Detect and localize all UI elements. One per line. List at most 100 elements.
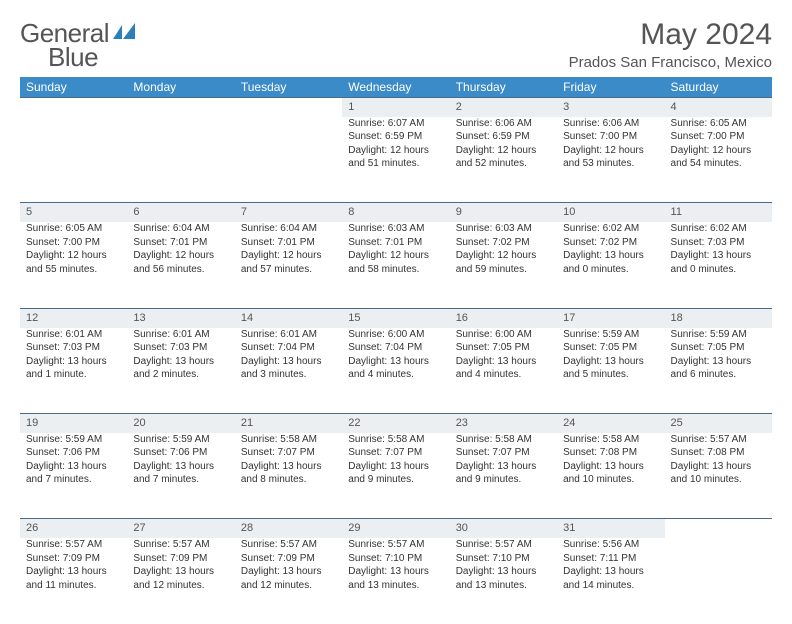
details-row: Sunrise: 6:01 AMSunset: 7:03 PMDaylight:… [20, 328, 772, 414]
daylight-text: and 0 minutes. [671, 263, 766, 277]
weekday-header: Wednesday [342, 77, 449, 98]
daylight-text: Daylight: 13 hours [563, 460, 658, 474]
sunset-text: Sunset: 7:09 PM [241, 552, 336, 566]
day-number-cell: 19 [20, 414, 127, 433]
empty-daynum-cell [235, 98, 342, 117]
sunrise-text: Sunrise: 6:06 AM [563, 117, 658, 131]
location-label: Prados San Francisco, Mexico [569, 54, 772, 71]
day-number-cell: 18 [665, 308, 772, 327]
day-number-cell: 27 [127, 519, 234, 538]
empty-daynum-cell [20, 98, 127, 117]
sunrise-text: Sunrise: 6:06 AM [456, 117, 551, 131]
daylight-text: Daylight: 13 hours [133, 460, 228, 474]
sunrise-text: Sunrise: 5:57 AM [26, 538, 121, 552]
day-number-cell: 22 [342, 414, 449, 433]
daylight-text: and 10 minutes. [563, 473, 658, 487]
daylight-text: and 5 minutes. [563, 368, 658, 382]
day-details-cell: Sunrise: 6:02 AMSunset: 7:03 PMDaylight:… [665, 222, 772, 308]
sunrise-text: Sunrise: 6:03 AM [348, 222, 443, 236]
daylight-text: Daylight: 12 hours [563, 144, 658, 158]
empty-daynum-cell [665, 519, 772, 538]
sunrise-text: Sunrise: 5:56 AM [563, 538, 658, 552]
weekday-header: Sunday [20, 77, 127, 98]
day-details-cell: Sunrise: 5:57 AMSunset: 7:10 PMDaylight:… [450, 538, 557, 624]
sunrise-text: Sunrise: 6:00 AM [348, 328, 443, 342]
day-number-cell: 29 [342, 519, 449, 538]
details-row: Sunrise: 6:07 AMSunset: 6:59 PMDaylight:… [20, 117, 772, 203]
sunrise-text: Sunrise: 5:57 AM [348, 538, 443, 552]
daylight-text: and 13 minutes. [348, 579, 443, 593]
day-number-cell: 3 [557, 98, 664, 117]
day-details-cell: Sunrise: 5:57 AMSunset: 7:09 PMDaylight:… [127, 538, 234, 624]
day-number-cell: 31 [557, 519, 664, 538]
sunset-text: Sunset: 7:03 PM [26, 341, 121, 355]
day-details-cell: Sunrise: 6:06 AMSunset: 6:59 PMDaylight:… [450, 117, 557, 203]
day-details-cell: Sunrise: 6:01 AMSunset: 7:04 PMDaylight:… [235, 328, 342, 414]
sunrise-text: Sunrise: 5:57 AM [241, 538, 336, 552]
daylight-text: and 6 minutes. [671, 368, 766, 382]
weekday-header: Monday [127, 77, 234, 98]
daylight-text: Daylight: 13 hours [241, 355, 336, 369]
daylight-text: and 3 minutes. [241, 368, 336, 382]
daylight-text: and 58 minutes. [348, 263, 443, 277]
daylight-text: Daylight: 13 hours [563, 565, 658, 579]
day-details-cell: Sunrise: 5:57 AMSunset: 7:08 PMDaylight:… [665, 433, 772, 519]
day-number-cell: 12 [20, 308, 127, 327]
sunrise-text: Sunrise: 6:02 AM [671, 222, 766, 236]
sunset-text: Sunset: 7:11 PM [563, 552, 658, 566]
day-details-cell: Sunrise: 5:57 AMSunset: 7:10 PMDaylight:… [342, 538, 449, 624]
day-details-cell: Sunrise: 5:58 AMSunset: 7:07 PMDaylight:… [342, 433, 449, 519]
sunrise-text: Sunrise: 5:58 AM [456, 433, 551, 447]
details-row: Sunrise: 6:05 AMSunset: 7:00 PMDaylight:… [20, 222, 772, 308]
sunrise-text: Sunrise: 6:07 AM [348, 117, 443, 131]
day-number-cell: 9 [450, 203, 557, 222]
details-row: Sunrise: 5:57 AMSunset: 7:09 PMDaylight:… [20, 538, 772, 624]
sunset-text: Sunset: 7:05 PM [456, 341, 551, 355]
daylight-text: and 8 minutes. [241, 473, 336, 487]
daylight-text: Daylight: 12 hours [133, 249, 228, 263]
day-number-cell: 11 [665, 203, 772, 222]
sunrise-text: Sunrise: 5:58 AM [563, 433, 658, 447]
daylight-text: Daylight: 13 hours [26, 565, 121, 579]
sunrise-text: Sunrise: 5:59 AM [563, 328, 658, 342]
daylight-text: and 0 minutes. [563, 263, 658, 277]
sunset-text: Sunset: 7:00 PM [563, 130, 658, 144]
sunrise-text: Sunrise: 6:01 AM [26, 328, 121, 342]
sunset-text: Sunset: 7:08 PM [563, 446, 658, 460]
daylight-text: and 55 minutes. [26, 263, 121, 277]
sunrise-text: Sunrise: 6:01 AM [133, 328, 228, 342]
sunset-text: Sunset: 7:00 PM [26, 236, 121, 250]
empty-details-cell [665, 538, 772, 624]
empty-details-cell [20, 117, 127, 203]
sunset-text: Sunset: 7:09 PM [26, 552, 121, 566]
sunrise-text: Sunrise: 5:58 AM [348, 433, 443, 447]
daylight-text: Daylight: 13 hours [671, 355, 766, 369]
sunset-text: Sunset: 7:08 PM [671, 446, 766, 460]
day-details-cell: Sunrise: 5:59 AMSunset: 7:06 PMDaylight:… [20, 433, 127, 519]
day-details-cell: Sunrise: 5:58 AMSunset: 7:07 PMDaylight:… [235, 433, 342, 519]
sunset-text: Sunset: 7:07 PM [348, 446, 443, 460]
daylight-text: Daylight: 12 hours [348, 144, 443, 158]
daynum-row: 12131415161718 [20, 308, 772, 327]
daylight-text: Daylight: 12 hours [348, 249, 443, 263]
sunset-text: Sunset: 7:01 PM [241, 236, 336, 250]
day-number-cell: 24 [557, 414, 664, 433]
daylight-text: and 57 minutes. [241, 263, 336, 277]
day-details-cell: Sunrise: 6:03 AMSunset: 7:02 PMDaylight:… [450, 222, 557, 308]
daylight-text: Daylight: 12 hours [456, 249, 551, 263]
weekday-header: Thursday [450, 77, 557, 98]
day-number-cell: 5 [20, 203, 127, 222]
sunset-text: Sunset: 7:10 PM [348, 552, 443, 566]
daylight-text: Daylight: 13 hours [133, 565, 228, 579]
daylight-text: and 54 minutes. [671, 157, 766, 171]
empty-daynum-cell [127, 98, 234, 117]
weekday-header: Tuesday [235, 77, 342, 98]
brand-logo: General Blue [20, 18, 139, 49]
sunrise-text: Sunrise: 5:57 AM [456, 538, 551, 552]
day-details-cell: Sunrise: 6:00 AMSunset: 7:04 PMDaylight:… [342, 328, 449, 414]
daylight-text: Daylight: 12 hours [241, 249, 336, 263]
daylight-text: and 12 minutes. [241, 579, 336, 593]
sunset-text: Sunset: 7:07 PM [456, 446, 551, 460]
day-details-cell: Sunrise: 5:58 AMSunset: 7:07 PMDaylight:… [450, 433, 557, 519]
daylight-text: Daylight: 13 hours [671, 460, 766, 474]
